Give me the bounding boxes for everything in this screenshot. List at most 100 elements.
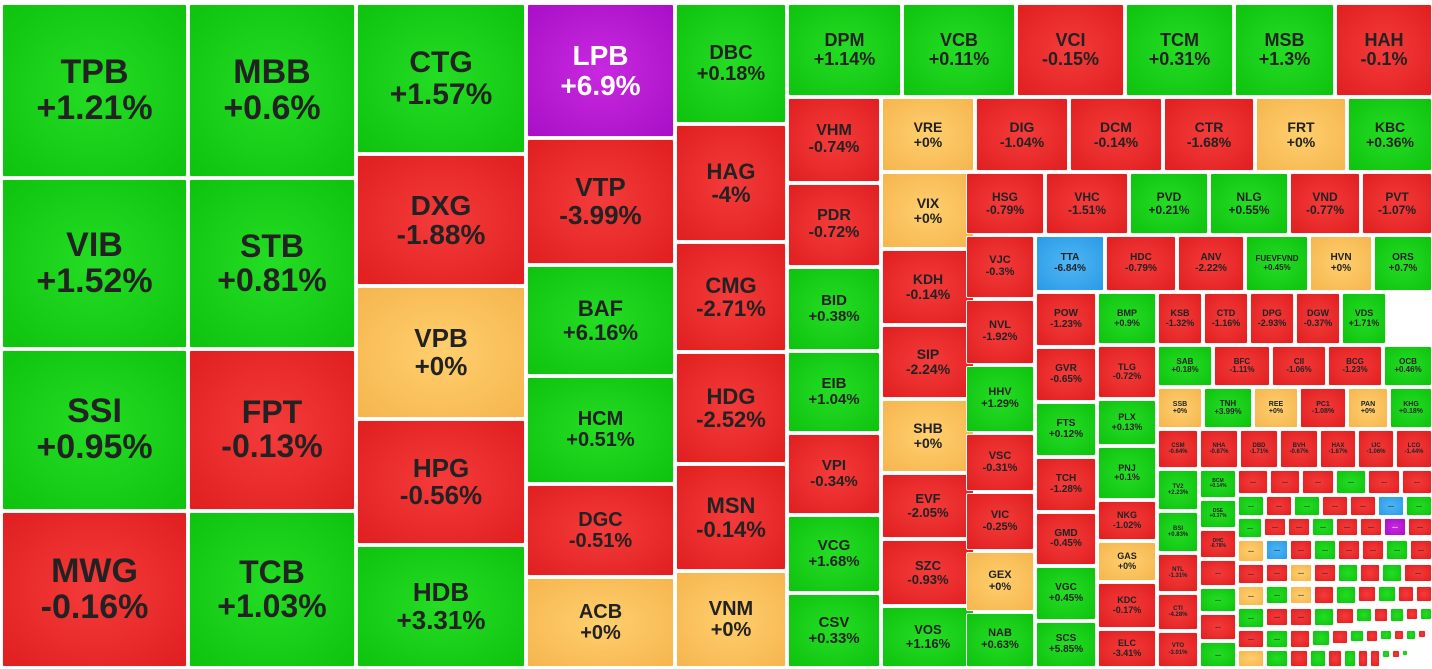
tile-ctg[interactable]: CTG +1.57% <box>357 4 525 153</box>
small-tile[interactable]: ... <box>1294 496 1320 516</box>
tile-stb[interactable]: STB +0.81% <box>189 179 355 348</box>
tile-dbc[interactable]: DBC +0.18% <box>676 4 786 123</box>
tile-vib[interactable]: VIB +1.52% <box>2 179 187 348</box>
tile-vcg[interactable]: VCG +1.68% <box>788 516 880 592</box>
small-tile[interactable]: ... <box>1302 470 1334 494</box>
tile-acb[interactable]: ACB +0% <box>527 578 674 667</box>
small-tile[interactable]: ... <box>1288 518 1310 536</box>
small-tile[interactable] <box>1344 650 1356 667</box>
tile-bcg[interactable]: BCG -1.23% <box>1328 346 1382 386</box>
tile-vpb[interactable]: VPB +0% <box>357 287 525 418</box>
tile-mbb[interactable]: MBB +0.6% <box>189 4 355 177</box>
small-tile[interactable]: ... <box>1314 540 1336 560</box>
tile-mwg[interactable]: MWG -0.16% <box>2 512 187 667</box>
small-tile[interactable] <box>1418 630 1426 638</box>
tile-evf[interactable]: EVF -2.05% <box>882 474 974 538</box>
tile-dbd[interactable]: DBD -1.71% <box>1240 430 1278 468</box>
tile-vhm[interactable]: VHM -0.74% <box>788 98 880 182</box>
tile-cti[interactable]: CTI -4.28% <box>1158 594 1198 630</box>
tile-hcm[interactable]: HCM +0.51% <box>527 377 674 483</box>
small-tile[interactable]: ... <box>1338 540 1360 560</box>
small-tile[interactable]: ... <box>1266 564 1288 582</box>
tile-msb[interactable]: MSB +1.3% <box>1235 4 1334 96</box>
tile-anv[interactable]: ANV -2.22% <box>1178 236 1244 291</box>
tile-gvr[interactable]: GVR -0.65% <box>1036 348 1096 401</box>
small-tile[interactable]: ... <box>1270 470 1300 494</box>
tile-hdc[interactable]: HDC -0.79% <box>1106 236 1176 291</box>
small-tile[interactable] <box>1336 586 1356 604</box>
small-tile[interactable] <box>1370 650 1380 667</box>
small-tile[interactable]: ... <box>1200 588 1236 612</box>
tile-vhc[interactable]: VHC -1.51% <box>1046 173 1128 234</box>
small-tile[interactable]: ... <box>1290 564 1312 582</box>
small-tile[interactable]: ... <box>1378 496 1404 516</box>
tile-msn[interactable]: MSN -0.14% <box>676 465 786 570</box>
tile-vds[interactable]: VDS +1.71% <box>1342 293 1386 344</box>
small-tile[interactable] <box>1332 630 1348 644</box>
tile-sip[interactable]: SIP -2.24% <box>882 326 974 398</box>
small-tile[interactable] <box>1336 608 1354 624</box>
small-tile[interactable] <box>1366 630 1378 642</box>
small-tile[interactable] <box>1402 650 1408 656</box>
tile-tcm[interactable]: TCM +0.31% <box>1126 4 1233 96</box>
tile-lpb[interactable]: LPB +6.9% <box>527 4 674 137</box>
tile-tpb[interactable]: TPB +1.21% <box>2 4 187 177</box>
tile-vre[interactable]: VRE +0% <box>882 98 974 171</box>
small-tile[interactable] <box>1398 586 1414 602</box>
tile-scs[interactable]: SCS +5.85% <box>1036 622 1096 667</box>
small-tile[interactable]: ... <box>1322 496 1348 516</box>
small-tile[interactable] <box>1392 650 1400 658</box>
small-tile[interactable]: ... <box>1402 470 1432 494</box>
small-tile[interactable]: ... <box>1290 586 1312 604</box>
small-tile[interactable]: ... <box>1266 540 1288 560</box>
tile-nab[interactable]: NAB +0.63% <box>966 613 1034 667</box>
tile-eib[interactable]: EIB +1.04% <box>788 352 880 432</box>
small-tile[interactable] <box>1350 630 1364 642</box>
tile-pnj[interactable]: PNJ +0.1% <box>1098 447 1156 499</box>
tile-cii[interactable]: CII -1.06% <box>1272 346 1326 386</box>
tile-sab[interactable]: SAB +0.18% <box>1158 346 1212 386</box>
tile-bid[interactable]: BID +0.38% <box>788 268 880 350</box>
small-tile[interactable] <box>1380 630 1392 640</box>
tile-hpg[interactable]: HPG -0.56% <box>357 420 525 544</box>
tile-dpm[interactable]: DPM +1.14% <box>788 4 901 96</box>
tile-ntl[interactable]: NTL -1.31% <box>1158 554 1198 592</box>
tile-bfc[interactable]: BFC -1.11% <box>1214 346 1270 386</box>
tile-pow[interactable]: POW -1.23% <box>1036 293 1096 346</box>
tile-cmg[interactable]: CMG -2.71% <box>676 243 786 351</box>
tile-vci[interactable]: VCI -0.15% <box>1017 4 1124 96</box>
small-tile[interactable]: ... <box>1410 540 1432 560</box>
small-tile[interactable]: ... <box>1238 540 1264 562</box>
small-tile[interactable]: ... <box>1290 540 1312 560</box>
tile-ssb[interactable]: SSB +0% <box>1158 388 1202 428</box>
tile-ree[interactable]: REE +0% <box>1254 388 1298 428</box>
tile-vgc[interactable]: VGC +0.45% <box>1036 567 1096 620</box>
tile-frt[interactable]: FRT +0% <box>1256 98 1346 171</box>
tile-fts[interactable]: FTS +0.12% <box>1036 403 1096 456</box>
tile-ksb[interactable]: KSB -1.32% <box>1158 293 1202 344</box>
small-tile[interactable]: ... <box>1404 564 1432 582</box>
tile-pdr[interactable]: PDR -0.72% <box>788 184 880 266</box>
tile-vos[interactable]: VOS +1.16% <box>882 607 974 667</box>
small-tile[interactable]: ... <box>1408 518 1432 536</box>
tile-plx[interactable]: PLX +0.13% <box>1098 400 1156 445</box>
small-tile[interactable]: ... <box>1238 586 1264 606</box>
small-tile[interactable] <box>1406 630 1416 640</box>
small-tile[interactable] <box>1358 586 1376 602</box>
tile-vix[interactable]: VIX +0% <box>882 173 974 248</box>
tile-bcm[interactable]: BCM +0.14% <box>1200 470 1236 498</box>
tile-vto[interactable]: VTO -3.01% <box>1158 632 1198 667</box>
small-tile[interactable]: ... <box>1266 608 1288 626</box>
small-tile[interactable]: ... <box>1362 540 1384 560</box>
small-tile[interactable]: ... <box>1336 518 1358 536</box>
small-tile[interactable] <box>1420 608 1432 620</box>
small-tile[interactable]: ... <box>1384 518 1406 536</box>
tile-vnm[interactable]: VNM +0% <box>676 572 786 667</box>
small-tile[interactable] <box>1378 586 1396 602</box>
small-tile[interactable] <box>1382 650 1390 658</box>
tile-nvl[interactable]: NVL -1.92% <box>966 300 1034 364</box>
tile-dhc[interactable]: DHC -0.78% <box>1200 530 1236 558</box>
small-tile[interactable]: ... <box>1200 560 1236 586</box>
tile-ctr[interactable]: CTR -1.68% <box>1164 98 1254 171</box>
tile-hax[interactable]: HAX -1.87% <box>1320 430 1356 468</box>
